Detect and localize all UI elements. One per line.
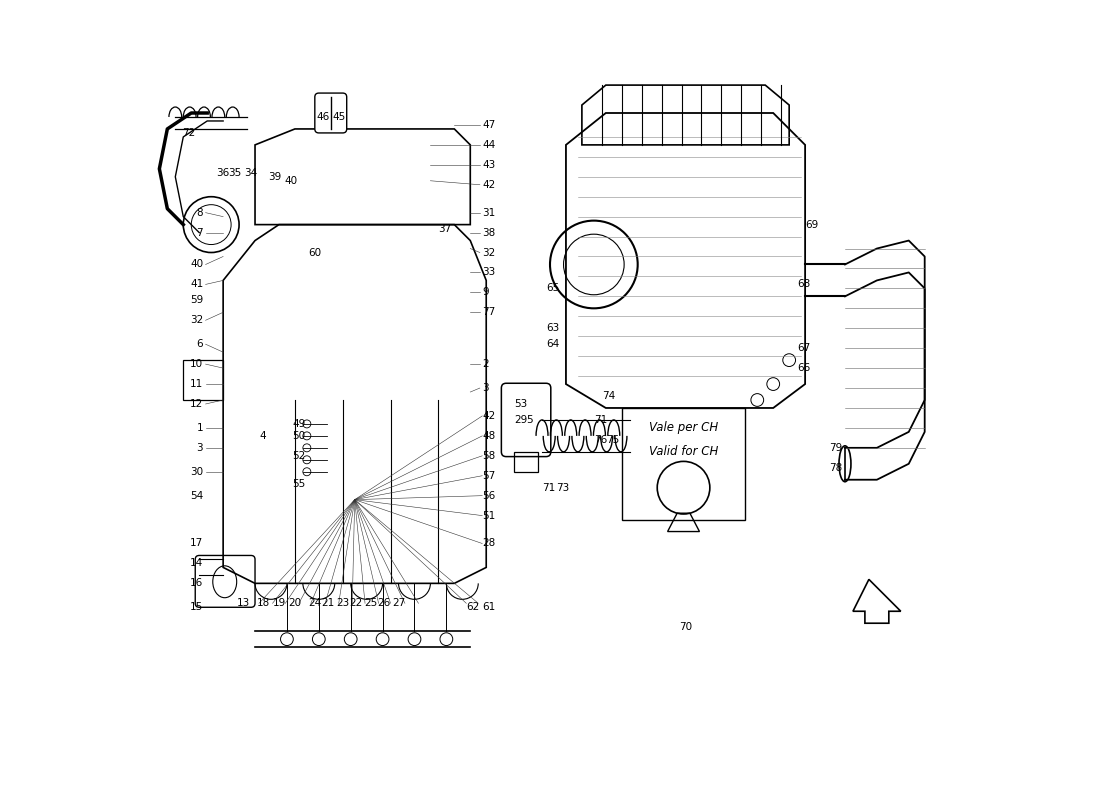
Text: 39: 39 [268,172,282,182]
Text: 20: 20 [288,598,301,608]
Text: 14: 14 [190,558,204,569]
Text: 41: 41 [190,279,204,290]
Text: 44: 44 [482,140,495,150]
Text: 9: 9 [482,287,488,298]
Text: 76: 76 [594,435,607,445]
Text: 55: 55 [293,478,306,489]
Text: 11: 11 [190,379,204,389]
Text: 35: 35 [229,168,242,178]
Text: 58: 58 [482,451,495,461]
Text: 32: 32 [190,315,204,326]
Text: 30: 30 [190,466,204,477]
Text: 1: 1 [197,423,204,433]
Text: 53: 53 [514,399,527,409]
Text: 45: 45 [332,112,345,122]
Text: 51: 51 [482,510,495,521]
Text: 42: 42 [482,180,495,190]
Text: 16: 16 [190,578,204,588]
Text: 54: 54 [190,490,204,501]
Text: 42: 42 [482,411,495,421]
Text: 33: 33 [482,267,495,278]
Text: 32: 32 [482,247,495,258]
Text: 15: 15 [190,602,204,612]
Text: 78: 78 [829,462,843,473]
Text: 38: 38 [482,227,495,238]
Text: 8: 8 [197,208,204,218]
Text: 21: 21 [321,598,336,608]
Polygon shape [852,579,901,623]
Text: 60: 60 [308,247,321,258]
Text: 70: 70 [679,622,692,632]
Text: 19: 19 [273,598,286,608]
Circle shape [302,420,311,428]
Text: 64: 64 [546,339,559,349]
Text: 50: 50 [293,431,306,441]
Text: 77: 77 [482,307,495,318]
Text: 73: 73 [557,482,570,493]
Text: 57: 57 [482,470,495,481]
Text: 5: 5 [526,415,532,425]
Text: 12: 12 [190,399,204,409]
Text: 26: 26 [377,598,390,608]
Text: 71: 71 [542,482,556,493]
Text: 67: 67 [798,343,811,353]
Text: Vale per CH: Vale per CH [649,422,718,434]
Text: 59: 59 [190,295,204,306]
Text: 34: 34 [244,168,257,178]
Text: 71: 71 [594,415,607,425]
Text: 48: 48 [482,431,495,441]
Text: 3: 3 [197,443,204,453]
Text: 36: 36 [217,168,230,178]
Text: 2: 2 [482,359,488,369]
Circle shape [302,456,311,464]
Text: 18: 18 [256,598,270,608]
Text: 68: 68 [798,279,811,290]
Text: 6: 6 [197,339,204,349]
Text: 7: 7 [197,227,204,238]
Text: 63: 63 [546,323,559,334]
Text: Valid for CH: Valid for CH [649,446,718,458]
Text: 47: 47 [482,120,495,130]
Text: 4: 4 [260,431,266,441]
Text: 66: 66 [798,363,811,373]
Text: 49: 49 [293,419,306,429]
Text: 43: 43 [482,160,495,170]
Text: 65: 65 [546,283,559,294]
Text: 23: 23 [337,598,350,608]
Text: 17: 17 [190,538,204,549]
Text: 61: 61 [482,602,495,612]
Text: 40: 40 [284,176,297,186]
Text: 62: 62 [466,602,480,612]
Text: 56: 56 [482,490,495,501]
Text: 13: 13 [236,598,250,608]
FancyBboxPatch shape [315,93,346,133]
Text: 40: 40 [190,259,204,270]
Text: 69: 69 [805,220,818,230]
Text: 28: 28 [482,538,495,549]
Circle shape [302,444,311,452]
Text: 52: 52 [293,451,306,461]
Text: 72: 72 [182,128,195,138]
Text: 29: 29 [514,415,527,425]
Circle shape [302,432,311,440]
Text: 25: 25 [364,598,377,608]
Text: 46: 46 [316,112,329,122]
Text: 27: 27 [392,598,405,608]
Text: 10: 10 [190,359,204,369]
Circle shape [302,468,311,476]
Text: 24: 24 [308,598,321,608]
Text: 3: 3 [482,383,488,393]
Text: 74: 74 [602,391,615,401]
Text: 31: 31 [482,208,495,218]
Text: 22: 22 [350,598,363,608]
Text: 75: 75 [606,435,619,445]
Text: 37: 37 [439,223,452,234]
Text: 79: 79 [829,443,843,453]
